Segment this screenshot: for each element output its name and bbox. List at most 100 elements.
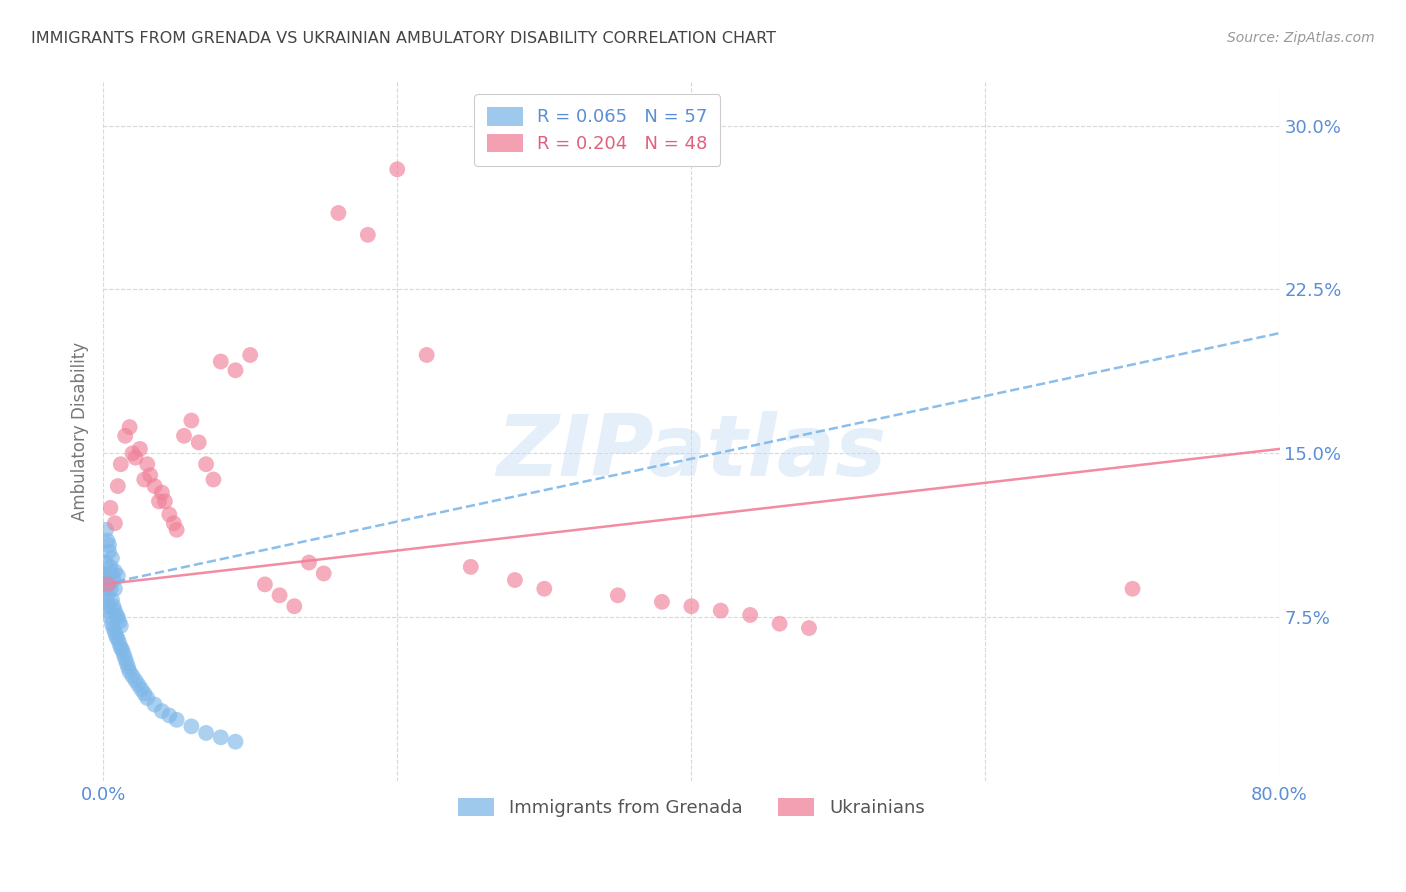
Point [98,577,121,591]
Point [134,473,156,487]
Point [269,588,291,602]
Point [111,643,134,657]
Text: Source: ZipAtlas.com: Source: ZipAtlas.com [1227,31,1375,45]
Point [98,599,121,614]
Point [173,429,195,443]
Point [94,556,117,570]
Point [187,435,209,450]
Point [180,719,202,733]
Point [150,485,173,500]
Point [312,566,335,581]
Point [157,708,180,723]
Point [103,621,125,635]
Point [100,610,122,624]
Point [101,566,124,581]
Point [180,413,202,427]
Point [121,446,143,460]
Point [96,588,118,602]
Y-axis label: Ambulatory Disability: Ambulatory Disability [72,342,89,521]
Point [143,698,166,712]
Point [103,573,125,587]
Point [127,678,149,692]
Text: IMMIGRANTS FROM GRENADA VS UKRAINIAN AMBULATORY DISABILITY CORRELATION CHART: IMMIGRANTS FROM GRENADA VS UKRAINIAN AMB… [31,31,776,46]
Point [357,227,380,242]
Point [104,625,127,640]
Point [104,516,127,531]
Point [96,533,118,548]
Point [143,479,166,493]
Point [239,348,262,362]
Point [104,604,127,618]
Point [533,582,555,596]
Point [195,457,218,471]
Point [195,726,218,740]
Point [94,573,117,587]
Point [209,731,232,745]
Point [114,651,136,665]
Point [163,516,186,531]
Point [98,538,121,552]
Point [101,592,124,607]
Point [107,568,129,582]
Point [460,560,482,574]
Point [124,673,146,688]
Legend: Immigrants from Grenada, Ukrainians: Immigrants from Grenada, Ukrainians [451,790,932,824]
Point [110,640,132,655]
Point [283,599,305,614]
Point [153,494,176,508]
Point [328,206,350,220]
Point [224,363,246,377]
Point [108,636,131,650]
Point [115,656,138,670]
Point [96,577,118,591]
Point [121,669,143,683]
Point [768,616,790,631]
Point [93,566,115,581]
Point [96,571,118,585]
Point [166,523,188,537]
Point [117,660,139,674]
Point [387,162,409,177]
Point [98,544,121,558]
Point [100,560,122,574]
Point [104,564,127,578]
Point [101,551,124,566]
Point [1121,582,1143,596]
Point [157,508,180,522]
Point [150,704,173,718]
Point [93,582,115,596]
Point [209,354,232,368]
Point [224,734,246,748]
Point [104,582,127,596]
Point [651,595,673,609]
Point [118,420,141,434]
Point [110,619,132,633]
Point [107,632,129,646]
Point [100,500,122,515]
Point [710,604,733,618]
Point [105,607,128,622]
Point [124,450,146,465]
Point [797,621,820,635]
Point [202,473,225,487]
Point [107,479,129,493]
Point [503,573,526,587]
Point [105,630,128,644]
Point [107,610,129,624]
Point [108,615,131,629]
Point [110,457,132,471]
Text: ZIPatlas: ZIPatlas [496,411,886,494]
Point [148,494,170,508]
Point [136,457,159,471]
Point [94,523,117,537]
Point [134,687,156,701]
Point [681,599,703,614]
Point [101,616,124,631]
Point [103,599,125,614]
Point [415,348,437,362]
Point [166,713,188,727]
Point [139,468,162,483]
Point [114,429,136,443]
Point [253,577,276,591]
Point [131,682,153,697]
